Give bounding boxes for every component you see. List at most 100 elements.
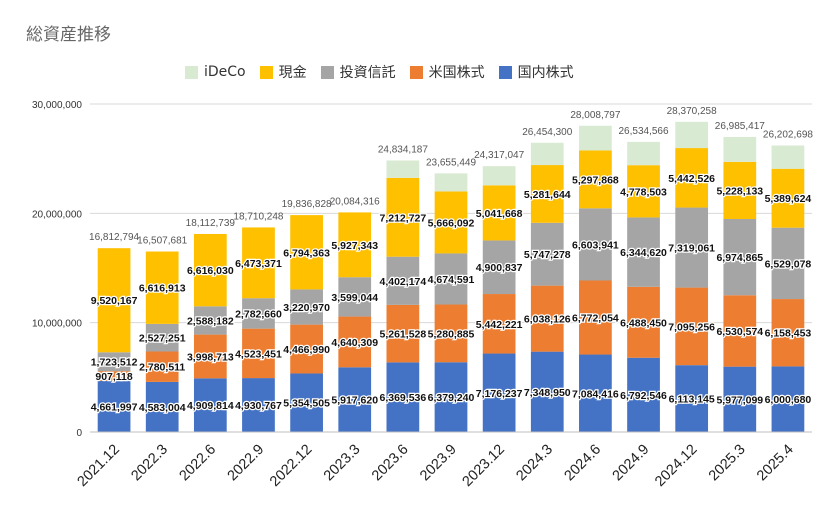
total-label: 28,370,258 bbox=[667, 106, 717, 117]
data-label: 3,220,970 bbox=[283, 302, 330, 314]
bar-segment bbox=[193, 378, 227, 432]
bar-segment bbox=[193, 233, 227, 307]
data-label: 5,442,526 bbox=[668, 173, 715, 185]
bar-segment bbox=[338, 367, 372, 432]
bar-segment bbox=[290, 324, 323, 374]
data-label: 6,158,453 bbox=[765, 328, 812, 340]
bar-segment bbox=[579, 354, 612, 432]
data-label: 7,212,727 bbox=[380, 212, 427, 224]
data-label: 5,261,528 bbox=[380, 329, 427, 341]
bar-segment bbox=[290, 373, 323, 432]
bar-segment bbox=[579, 280, 612, 355]
total-label: 23,655,449 bbox=[426, 157, 476, 168]
bar-segment bbox=[723, 161, 757, 219]
bar-segment bbox=[530, 165, 564, 223]
bar-segment bbox=[145, 351, 179, 382]
data-label: 6,603,941 bbox=[572, 239, 619, 251]
total-label: 16,812,794 bbox=[89, 232, 139, 243]
total-label: 26,454,300 bbox=[522, 127, 572, 138]
data-label: 3,998,713 bbox=[187, 351, 234, 363]
data-label: 4,583,004 bbox=[139, 402, 186, 414]
bar-segment bbox=[97, 381, 131, 432]
total-label: 19,836,828 bbox=[282, 199, 332, 210]
bar-segment bbox=[290, 215, 323, 290]
bar-segment bbox=[771, 227, 805, 300]
data-label: 5,927,343 bbox=[331, 240, 378, 252]
bar-segment bbox=[242, 227, 275, 299]
data-label: 4,909,814 bbox=[187, 400, 234, 412]
x-tick-label: 2022.9 bbox=[225, 442, 268, 485]
data-label: 5,281,644 bbox=[524, 189, 571, 201]
x-tick-label: 2024.12 bbox=[652, 442, 700, 490]
data-label: 7,348,950 bbox=[524, 387, 571, 399]
bar-segment bbox=[482, 240, 516, 295]
data-label: 5,747,278 bbox=[524, 249, 571, 261]
bar-segment bbox=[482, 353, 516, 432]
data-label: 6,473,371 bbox=[235, 258, 282, 270]
x-tick-label: 2022.12 bbox=[267, 442, 315, 490]
data-label: 907,118 bbox=[95, 371, 133, 383]
bar-segment bbox=[386, 304, 420, 363]
bar-segment bbox=[242, 328, 275, 379]
data-label: 6,113,145 bbox=[669, 394, 715, 406]
total-label: 28,008,797 bbox=[570, 110, 620, 121]
bar-segment bbox=[145, 381, 179, 432]
bar-segment bbox=[434, 173, 468, 192]
bar-segment bbox=[579, 150, 612, 209]
bar-segment bbox=[193, 306, 227, 335]
bar-segment bbox=[97, 248, 131, 353]
bar-segment bbox=[434, 253, 468, 305]
x-tick-label: 2023.9 bbox=[417, 442, 460, 485]
data-label: 6,616,913 bbox=[139, 283, 186, 295]
bar-segment bbox=[771, 299, 805, 367]
bar-segment bbox=[723, 366, 757, 432]
data-label: 6,344,620 bbox=[620, 247, 667, 259]
bar-segment bbox=[723, 136, 757, 162]
legend-swatch bbox=[185, 65, 198, 79]
legend-item: 投資信託 bbox=[320, 62, 396, 82]
bar-segment bbox=[338, 277, 372, 317]
bar-segment bbox=[771, 145, 805, 169]
data-label: 1,723,512 bbox=[91, 357, 138, 369]
data-label: 6,530,574 bbox=[716, 326, 763, 338]
x-tick-label: 2025.3 bbox=[706, 442, 749, 485]
data-label: 6,792,546 bbox=[620, 390, 667, 402]
legend-label: 国内株式 bbox=[517, 65, 574, 81]
y-tick-label: 30,000,000 bbox=[32, 100, 82, 111]
x-tick-label: 2024.3 bbox=[513, 442, 556, 485]
bar-segment bbox=[627, 141, 660, 166]
data-label: 5,041,668 bbox=[476, 208, 523, 220]
data-label: 7,084,416 bbox=[572, 388, 619, 400]
legend-swatch bbox=[320, 65, 334, 79]
y-tick-label: 20,000,000 bbox=[32, 209, 82, 220]
bar-segment bbox=[338, 212, 372, 278]
bar-segment bbox=[627, 357, 660, 432]
bar-segment bbox=[675, 121, 709, 149]
bar-segment bbox=[386, 362, 420, 432]
data-label: 7,176,237 bbox=[476, 388, 523, 400]
data-label: 2,527,251 bbox=[139, 333, 186, 345]
data-label: 6,974,865 bbox=[716, 252, 763, 264]
y-tick-label: 0 bbox=[76, 428, 82, 439]
bar-segment bbox=[579, 208, 612, 281]
data-label: 4,466,990 bbox=[283, 344, 330, 356]
total-label: 26,534,566 bbox=[619, 126, 669, 137]
bar-segment bbox=[530, 285, 564, 352]
bar-segment bbox=[434, 304, 468, 363]
data-label: 6,379,240 bbox=[428, 392, 475, 404]
total-label: 18,112,739 bbox=[186, 218, 236, 229]
x-tick-label: 2023.3 bbox=[321, 442, 364, 485]
bar-segment bbox=[193, 334, 227, 379]
legend-swatch bbox=[409, 65, 423, 79]
bar-segment bbox=[386, 160, 420, 178]
x-tick-label: 2023.12 bbox=[460, 442, 508, 490]
data-label: 6,772,054 bbox=[572, 313, 619, 325]
bar-segment bbox=[723, 218, 757, 296]
bar-segment bbox=[482, 294, 516, 354]
bar-segment bbox=[723, 295, 757, 367]
bar-segment bbox=[627, 286, 660, 358]
bar-segment bbox=[771, 366, 805, 432]
data-label: 6,038,126 bbox=[524, 314, 571, 326]
data-label: 7,095,256 bbox=[668, 321, 715, 333]
